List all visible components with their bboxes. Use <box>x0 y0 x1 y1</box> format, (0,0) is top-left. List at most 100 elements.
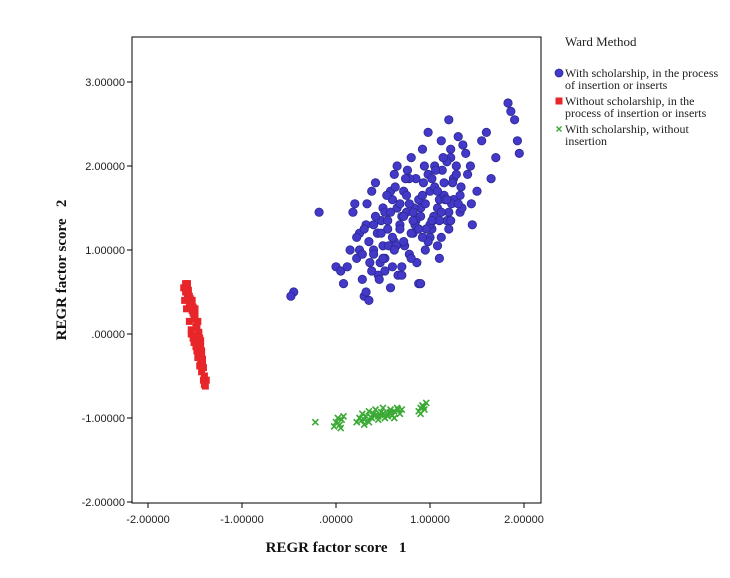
data-point <box>466 199 476 209</box>
data-point <box>467 220 477 230</box>
data-point <box>486 174 496 184</box>
data-point <box>352 232 362 242</box>
data-point <box>367 186 377 196</box>
data-point <box>436 207 446 217</box>
data-point <box>422 399 430 407</box>
data-point <box>185 298 193 306</box>
legend-item-with-scholarship-no-insertion: With scholarship, without insertion <box>553 121 723 148</box>
data-point <box>338 416 346 424</box>
legend-item-without-scholarship-inserted: Without scholarship, in the process of i… <box>553 94 723 120</box>
square-marker-icon <box>553 95 565 107</box>
data-point <box>451 161 461 171</box>
y-tick-label: .00000 <box>91 329 125 341</box>
data-point <box>365 257 375 268</box>
x-axis: -2.00000 -1.00000 .00000 1.00000 2.00000 <box>126 503 544 526</box>
data-point <box>368 249 379 259</box>
data-points <box>180 98 524 432</box>
data-point <box>509 115 520 125</box>
data-point <box>472 186 482 196</box>
data-point <box>338 278 349 289</box>
data-point <box>181 296 189 304</box>
data-point <box>395 199 405 209</box>
data-point <box>353 418 361 426</box>
data-point <box>432 241 443 251</box>
data-point <box>427 174 437 184</box>
data-point <box>192 323 200 331</box>
data-point <box>198 368 206 376</box>
data-point <box>503 98 513 108</box>
data-point <box>389 169 399 179</box>
data-point <box>477 136 487 146</box>
data-point <box>438 153 448 163</box>
data-point <box>383 216 393 226</box>
data-point <box>330 422 338 430</box>
series-0 <box>286 98 524 305</box>
data-point <box>514 148 524 158</box>
data-point <box>384 412 392 420</box>
data-point <box>365 407 373 415</box>
data-point <box>419 403 427 411</box>
data-point <box>357 249 367 259</box>
data-point <box>183 290 191 298</box>
y-tick-label: 1.00000 <box>85 245 125 257</box>
legend: Ward Method With scholarship, in the pro… <box>553 34 723 151</box>
data-point <box>462 169 473 179</box>
data-point <box>378 253 388 263</box>
x-tick-label: -2.00000 <box>126 514 169 526</box>
data-point <box>190 315 198 323</box>
data-point <box>415 278 426 289</box>
data-point <box>397 270 407 280</box>
data-point <box>360 421 368 429</box>
data-point <box>365 418 373 426</box>
data-point <box>350 199 360 209</box>
data-point <box>180 284 188 292</box>
legend-label: With scholarship, without insertion <box>565 121 689 148</box>
data-point <box>187 330 195 338</box>
data-point <box>185 317 193 325</box>
data-point <box>417 410 425 418</box>
data-point <box>399 211 409 221</box>
data-point <box>357 416 365 425</box>
data-point <box>196 362 204 370</box>
data-point <box>417 144 428 154</box>
data-point <box>367 266 377 276</box>
data-point <box>436 232 446 242</box>
data-point <box>465 161 476 171</box>
data-point <box>446 144 456 154</box>
series-2 <box>311 399 430 432</box>
data-point <box>182 280 190 288</box>
x-axis-title: REGR factor score 1 <box>266 540 407 556</box>
data-point <box>339 412 348 420</box>
y-tick-label: -2.00000 <box>82 497 125 509</box>
data-point <box>357 274 367 284</box>
data-point <box>183 305 191 313</box>
data-point <box>200 380 208 388</box>
data-point <box>439 178 449 188</box>
data-point <box>337 424 345 432</box>
data-point <box>442 195 452 205</box>
data-point <box>286 291 296 301</box>
data-point <box>190 338 198 346</box>
data-point <box>408 216 418 226</box>
data-point <box>453 199 463 209</box>
data-point <box>342 262 352 272</box>
data-point <box>389 245 399 255</box>
data-point <box>385 283 396 293</box>
data-point <box>431 165 441 175</box>
data-point <box>386 409 394 417</box>
data-point <box>455 190 465 200</box>
data-point <box>436 136 446 146</box>
data-point <box>392 161 402 171</box>
data-point <box>406 253 416 263</box>
data-point <box>434 253 444 263</box>
data-point <box>370 178 381 188</box>
data-point <box>394 406 402 414</box>
data-point <box>334 414 342 422</box>
series-1 <box>180 280 210 390</box>
data-point <box>380 266 390 276</box>
legend-title: Ward Method <box>565 34 637 49</box>
x-marker-icon <box>553 123 565 135</box>
data-point <box>420 245 430 255</box>
circle-marker-icon <box>553 67 565 79</box>
